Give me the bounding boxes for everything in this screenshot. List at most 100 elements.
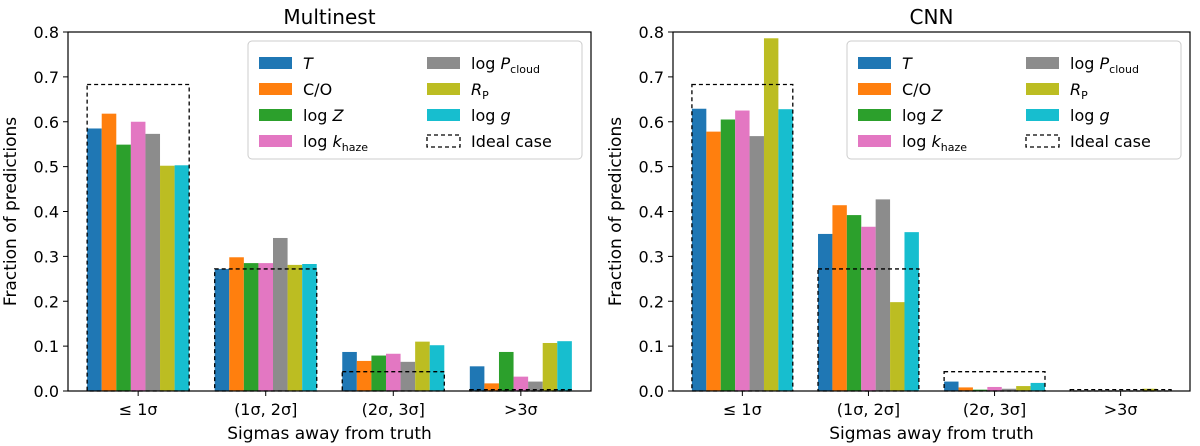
bar-log-g-2 xyxy=(1030,382,1045,391)
bar-r-p-1 xyxy=(287,264,303,391)
bar-r-p-0 xyxy=(160,165,175,391)
bar-r-p-2 xyxy=(1016,386,1031,391)
y-axis-label: Fraction of predictions xyxy=(606,117,626,306)
bar-log-k-haze-0 xyxy=(130,121,146,391)
y-tick-label: 0.8 xyxy=(34,23,59,42)
bar-log-g-1 xyxy=(302,264,317,391)
y-tick-label: 0.0 xyxy=(34,382,59,401)
chart-title: CNN xyxy=(910,5,954,29)
y-tick-label: 0.7 xyxy=(34,68,59,87)
bar-log-k-haze-3 xyxy=(513,376,529,391)
y-tick-label: 0.6 xyxy=(639,113,664,132)
legend-item-log-p-cloud: log Pcloud xyxy=(427,54,540,76)
legend-label: RP xyxy=(1070,80,1088,102)
bar-log-p-cloud-0 xyxy=(749,136,764,391)
bar-log-p-cloud-1 xyxy=(273,237,288,391)
bar-log-g-1 xyxy=(904,232,919,391)
legend-label: log khaze xyxy=(303,132,368,154)
bar-c-o-1 xyxy=(832,205,847,391)
legend-item-log-k-haze: log khaze xyxy=(259,132,368,154)
legend-swatch xyxy=(858,83,891,95)
legend-swatch xyxy=(1026,83,1059,95)
legend-item-r-p: RP xyxy=(1026,80,1088,102)
legend-label: log g xyxy=(471,106,511,125)
y-tick-label: 0.2 xyxy=(639,292,664,311)
legend-swatch xyxy=(858,135,891,147)
legend-label: log Z xyxy=(303,106,344,125)
y-tick-label: 0.6 xyxy=(34,113,59,132)
bar-t-1 xyxy=(818,233,833,391)
bar-log-p-cloud-2 xyxy=(1001,388,1017,391)
bar-c-o-0 xyxy=(101,113,117,392)
y-tick-label: 0.7 xyxy=(639,68,664,87)
legend-item-t: T xyxy=(259,54,314,73)
legend-item-log-k-haze: log khaze xyxy=(858,132,967,154)
y-tick-label: 0.0 xyxy=(639,382,664,401)
bar-log-z-1 xyxy=(243,263,259,391)
ideal-box-2 xyxy=(341,371,445,392)
legend-swatch xyxy=(259,135,292,147)
legend-item-c-o: C/O xyxy=(858,80,931,99)
chart-title: Multinest xyxy=(283,5,375,29)
ideal-box-0 xyxy=(86,83,190,392)
y-tick-label: 0.2 xyxy=(34,292,59,311)
x-axis-label: Sigmas away from truth xyxy=(829,424,1034,444)
legend-swatch xyxy=(259,109,292,121)
y-tick-label: 0.4 xyxy=(639,203,664,222)
bar-log-g-2 xyxy=(429,345,445,391)
y-tick-label: 0.1 xyxy=(34,337,59,356)
panel-cnn: 0.0 0.1 0.2 0.3 0.4 0.5 0.6 0.7 0.8 ≤ 1σ (1σ, 2σ] (… xyxy=(606,5,1191,444)
legend-item-log-p-cloud: log Pcloud xyxy=(1026,54,1139,76)
legend-label: log Pcloud xyxy=(1070,54,1139,76)
legend: T C/O log Z log khaze log Pcloud RP log g Ideal… xyxy=(846,40,1182,160)
legend-label: log Z xyxy=(902,106,943,125)
bar-r-p-3 xyxy=(542,342,558,391)
legend-item-log-z: log Z xyxy=(858,106,943,125)
legend-label: T xyxy=(303,54,314,73)
legend-swatch xyxy=(426,134,461,148)
legend-swatch xyxy=(259,83,292,95)
legend-item-ideal-case: Ideal case xyxy=(426,132,552,151)
legend-swatch xyxy=(427,57,460,69)
legend-label: log Pcloud xyxy=(471,54,540,76)
legend-label: C/O xyxy=(902,80,931,99)
bar-log-k-haze-0 xyxy=(735,110,750,391)
legend-label: RP xyxy=(471,80,489,102)
legend-label: Ideal case xyxy=(1070,132,1151,151)
legend: T C/O log Z log khaze log Pcloud RP log g Ideal… xyxy=(247,40,583,160)
bar-t-3 xyxy=(469,366,485,391)
bar-log-g-3 xyxy=(557,341,572,391)
bar-log-z-2 xyxy=(371,355,386,391)
bar-c-o-2 xyxy=(356,360,372,391)
legend-item-c-o: C/O xyxy=(259,80,332,99)
bar-t-0 xyxy=(691,108,707,391)
y-tick-label: 0.3 xyxy=(34,247,59,266)
x-tick-label: (1σ, 2σ] xyxy=(234,400,297,419)
bar-log-z-0 xyxy=(720,119,736,391)
y-tick-label: 0.5 xyxy=(34,158,59,177)
x-tick-label: (1σ, 2σ] xyxy=(837,400,900,419)
x-tick-label: (2σ, 3σ] xyxy=(963,400,1026,419)
bar-r-p-2 xyxy=(415,341,430,391)
legend-item-t: T xyxy=(858,54,913,73)
legend-box xyxy=(247,40,583,160)
y-axis-label: Fraction of predictions xyxy=(1,117,21,306)
legend-swatch xyxy=(1025,134,1060,148)
bar-log-k-haze-1 xyxy=(258,263,274,391)
legend-swatch xyxy=(858,57,891,69)
bar-log-z-2 xyxy=(972,389,988,391)
legend-swatch xyxy=(1026,57,1059,69)
y-tick-label: 0.5 xyxy=(639,158,664,177)
legend-swatch xyxy=(259,57,292,69)
x-tick-label: >3σ xyxy=(504,400,538,419)
bar-c-o-2 xyxy=(958,387,973,391)
legend-label: log khaze xyxy=(902,132,967,154)
bar-log-p-cloud-2 xyxy=(400,361,416,391)
bar-log-z-0 xyxy=(116,144,131,391)
bar-t-0 xyxy=(87,128,102,391)
legend-item-ideal-case: Ideal case xyxy=(1025,132,1151,151)
ideal-box-3 xyxy=(1069,389,1172,392)
x-tick-label: (2σ, 3σ] xyxy=(362,400,425,419)
bar-log-p-cloud-0 xyxy=(145,133,161,391)
